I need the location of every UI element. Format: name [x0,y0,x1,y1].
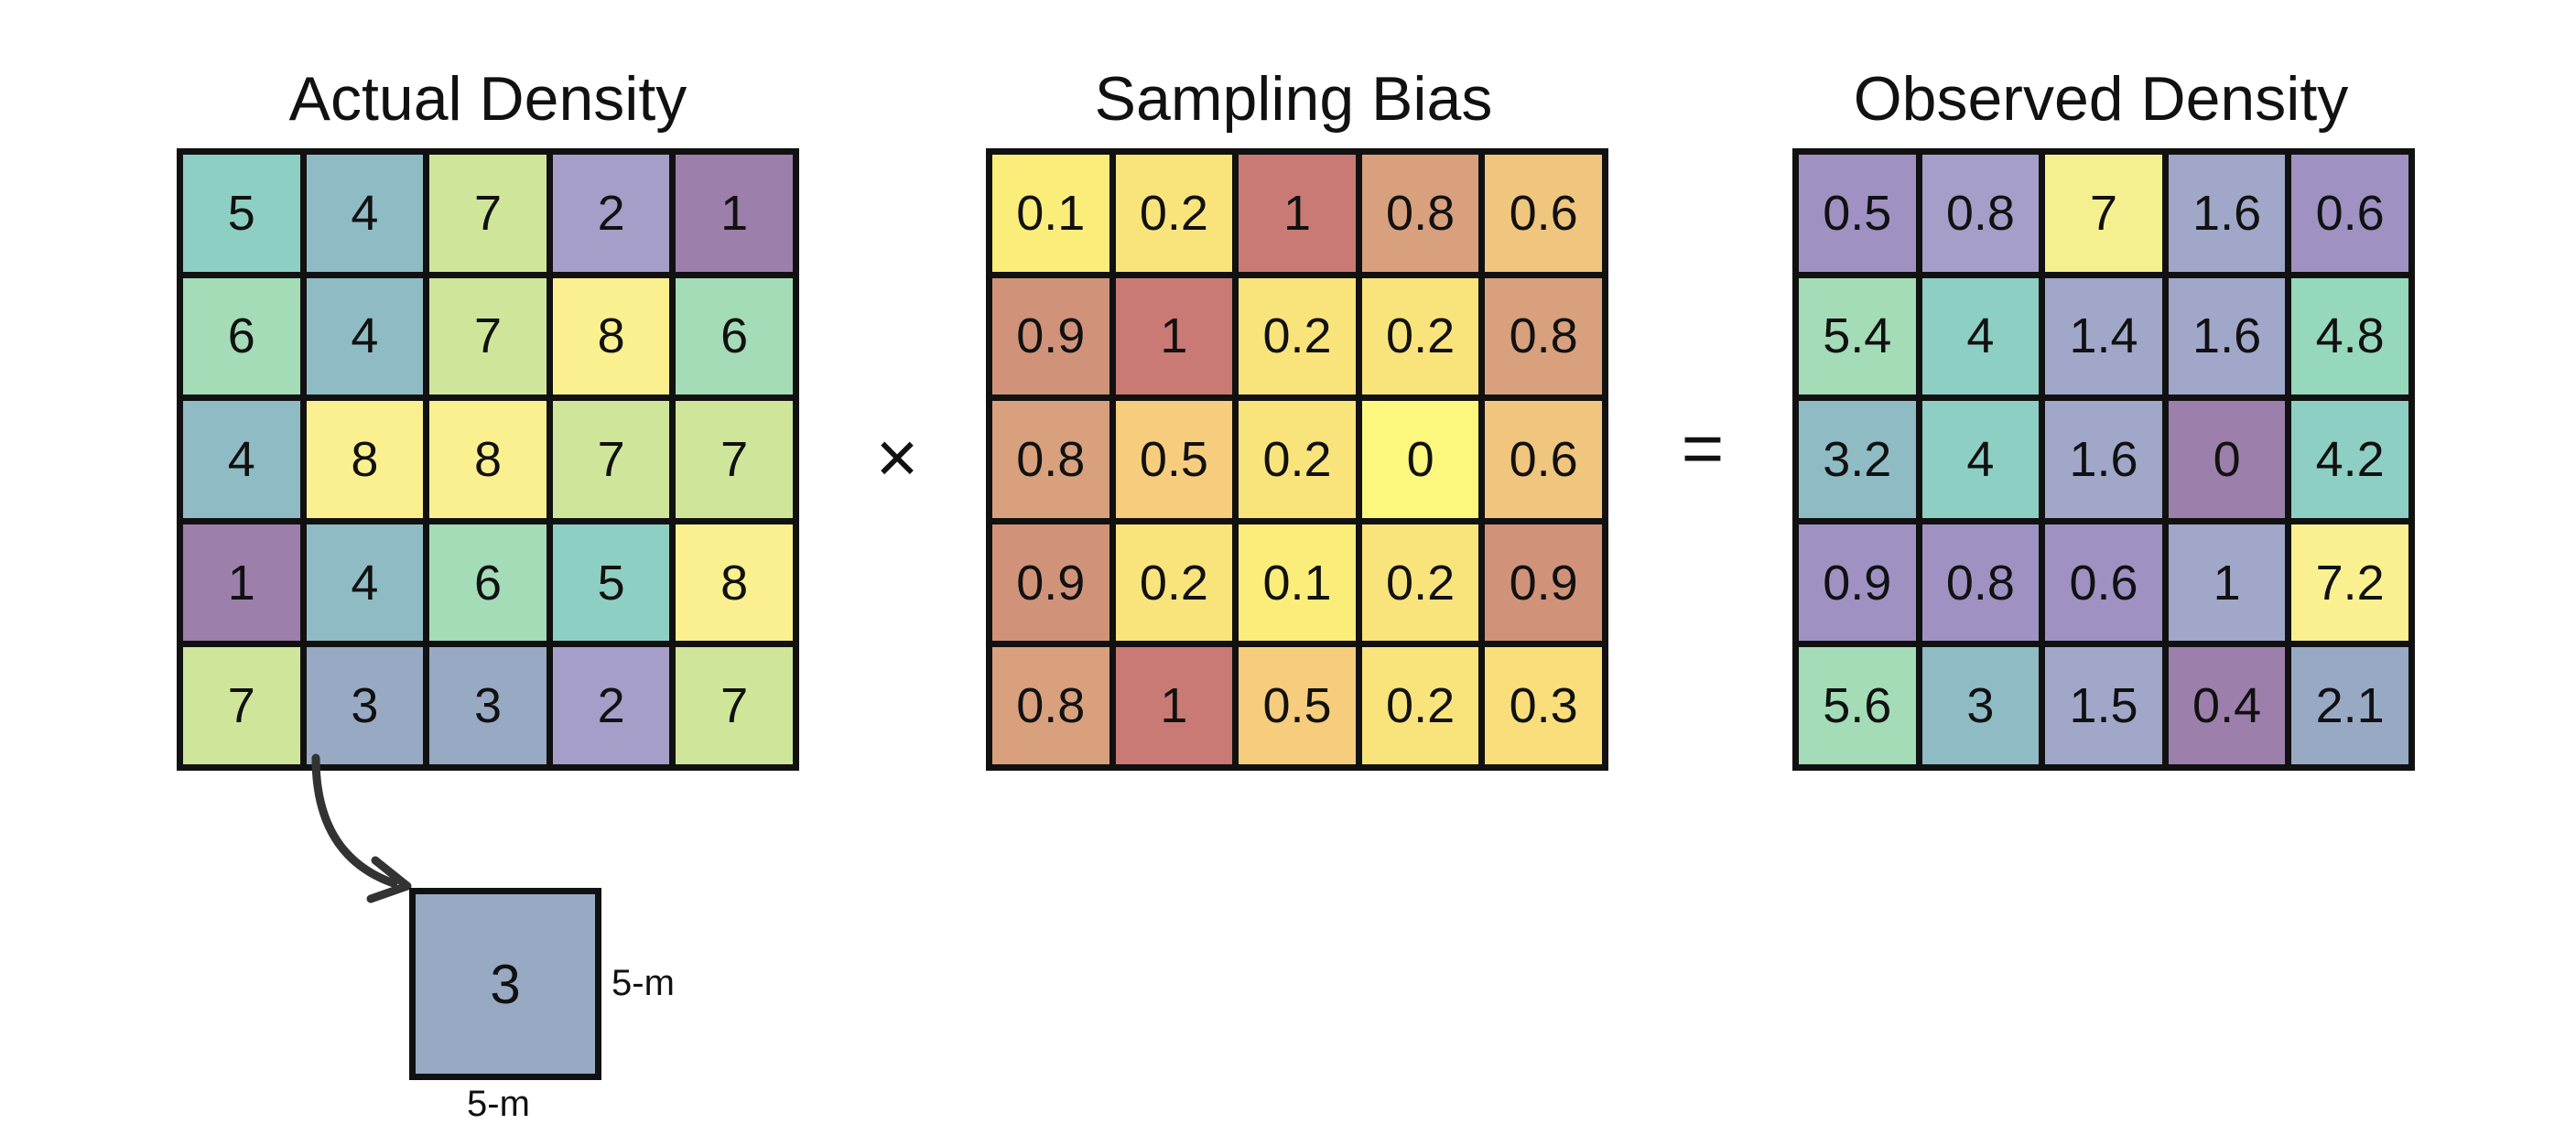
grid-cell: 4.2 [2291,401,2408,518]
observed-density-grid: 0.5 0.8 7 1.6 0.6 5.4 4 1.4 1.6 4.8 3.2 4 1.6 0 4.2 0.9… [1792,148,2415,771]
grid-cell: 5.4 [1799,277,1916,395]
grid-cell: 8 [429,401,547,518]
grid-cell: 4 [306,524,424,642]
grid-cell: 4 [183,401,300,518]
grid-cell: 3 [306,647,424,764]
grid-cell: 4 [1921,401,2040,518]
grid-cell: 6 [676,277,793,395]
grid-cell: 4 [306,277,424,395]
grid-cell: 7 [429,277,547,395]
grid-cell: 0.8 [1921,155,2040,272]
grid-cell: 0.6 [2045,524,2162,642]
grid-cell: 0.2 [1239,401,1356,518]
inset-bottom-label: 5-m [467,1084,530,1124]
grid-cell: 7 [676,401,793,518]
grid-cell: 8 [676,524,793,642]
grid-cell: 0.2 [1361,647,1479,764]
grid-cell: 6 [183,277,300,395]
grid-cell: 1.6 [2168,155,2286,272]
grid-cell: 1.5 [2045,647,2162,764]
grid-cell: 4.8 [2291,277,2408,395]
grid-cell: 0.9 [992,524,1109,642]
grid-cell: 0.9 [1799,524,1916,642]
grid-cell: 7 [2045,155,2162,272]
grid-cell: 0.8 [1485,277,1602,395]
grid-cell: 1.4 [2045,277,2162,395]
grid-cell: 0.8 [992,647,1109,764]
grid-cell: 0.2 [1361,277,1479,395]
grid-cell: 3.2 [1799,401,1916,518]
grid-cell: 3 [429,647,547,764]
grid-cell: 2.1 [2291,647,2408,764]
inset-side-label: 5-m [612,963,675,1003]
grid-cell: 0.9 [992,277,1109,395]
grid-cell: 1.6 [2045,401,2162,518]
grid-cell: 0.2 [1239,277,1356,395]
grid-cell: 5 [552,524,670,642]
grid-cell: 0.1 [992,155,1109,272]
grid-cell: 8 [306,401,424,518]
grid-cell: 3 [1921,647,2040,764]
sampling-bias-grid: 0.1 0.2 1 0.8 0.6 0.9 1 0.2 0.2 0.8 0.8 0.5 0.2 0 0.6 0… [986,148,1608,771]
grid-cell: 1 [2168,524,2286,642]
grid-cell: 0.5 [1115,401,1233,518]
inset-cell: 3 [409,888,601,1080]
equals-operator: = [1681,407,1725,489]
grid-cell: 6 [429,524,547,642]
grid-cell: 0.9 [1485,524,1602,642]
grid-cell: 7 [429,155,547,272]
grid-cell: 1 [183,524,300,642]
grid-cell: 0.5 [1799,155,1916,272]
grid-cell: 1 [676,155,793,272]
grid-cell: 0.5 [1239,647,1356,764]
grid-cell: 7.2 [2291,524,2408,642]
grid-cell: 1.6 [2168,277,2286,395]
grid-cell: 0.2 [1115,155,1233,272]
grid-cell: 0.8 [1361,155,1479,272]
grid-cell: 1 [1115,277,1233,395]
grid-cell: 0.6 [2291,155,2408,272]
grid-cell: 0.6 [1485,401,1602,518]
grid-cell: 0.3 [1485,647,1602,764]
grid-cell: 8 [552,277,670,395]
grid-cell: 4 [306,155,424,272]
grid-cell: 0 [2168,401,2286,518]
grid-cell: 0.2 [1361,524,1479,642]
grid-cell: 0.8 [1921,524,2040,642]
panel-title-actual-density: Actual Density [288,64,687,134]
grid-cell: 7 [552,401,670,518]
grid-cell: 0.4 [2168,647,2286,764]
panel-title-sampling-bias: Sampling Bias [1094,64,1493,134]
grid-cell: 5 [183,155,300,272]
multiply-operator: × [875,416,919,498]
grid-cell: 0 [1361,401,1479,518]
panel-title-observed-density: Observed Density [1853,64,2349,134]
grid-cell: 2 [552,155,670,272]
grid-cell: 7 [676,647,793,764]
grid-cell: 1 [1115,647,1233,764]
grid-cell: 7 [183,647,300,764]
grid-cell: 0.1 [1239,524,1356,642]
grid-cell: 0.6 [1485,155,1602,272]
grid-cell: 5.6 [1799,647,1916,764]
grid-cell: 1 [1239,155,1356,272]
grid-cell: 2 [552,647,670,764]
grid-cell: 4 [1921,277,2040,395]
grid-cell: 0.2 [1115,524,1233,642]
grid-cell: 0.8 [992,401,1109,518]
